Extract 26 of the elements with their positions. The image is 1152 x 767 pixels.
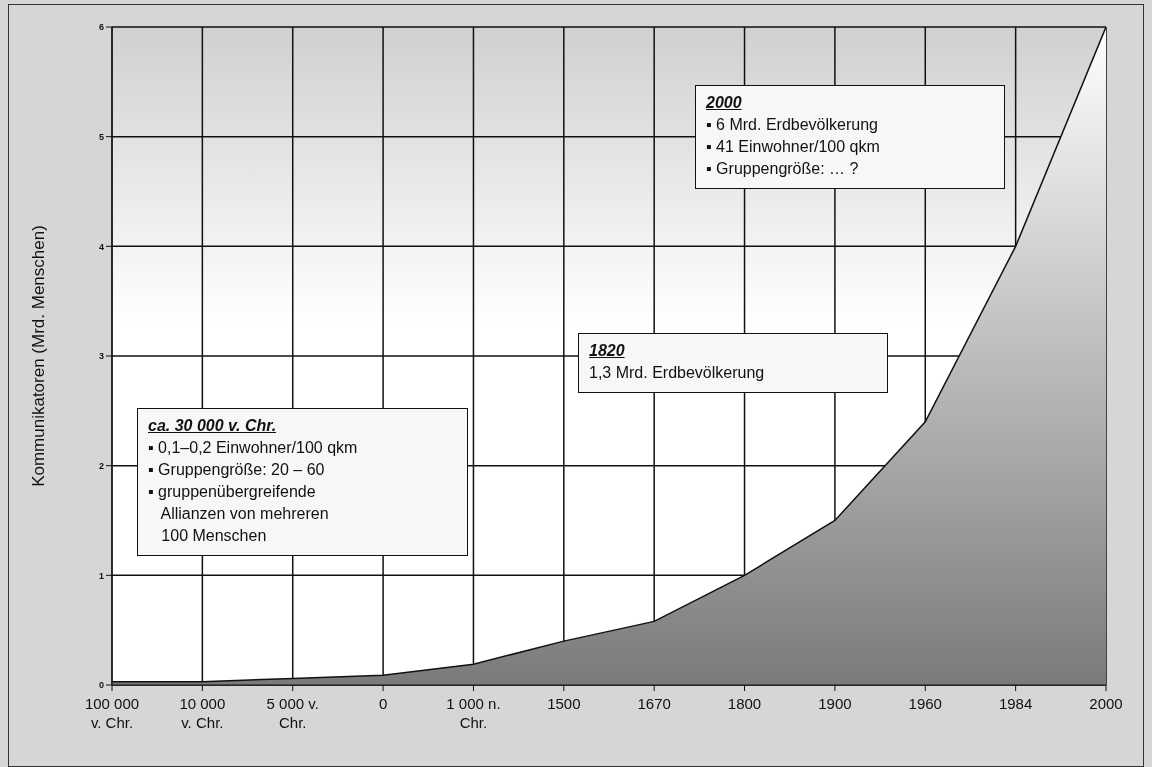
x-tick-label: 1800 — [727, 695, 762, 712]
x-tick-label: 100 000 v. Chr. — [84, 695, 140, 731]
y-tick-label: 3 — [98, 351, 104, 362]
x-tick-label: 1960 — [908, 695, 942, 712]
x-tick-label: 0 — [378, 695, 388, 712]
x-tick-label: 1 000 n. Chr. — [446, 695, 501, 731]
text-box: 1820 1,3 Mrd. Erdbevölkerung — [578, 333, 888, 393]
y-tick-label: 6 — [98, 22, 104, 33]
annotation: 1820 1,3 Mrd. Erdbevölkerung — [589, 341, 766, 383]
text-box: 2000 ▪ 6 Mrd. Erdbevölkerung ▪ 41 Einwohner/100 qkm ▪ Gruppengröße: … ? — [695, 85, 1005, 189]
y-tick-label: 5 — [98, 131, 104, 142]
x-tick-label: 1900 — [818, 695, 852, 712]
annotation: ca. 30 000 v. Chr. ▪ 0,1–0,2 Einwohner/100 qkm ▪ Gruppengröße: 20 – 60 ▪ gruppenübergreifende Allianzen von mehreren 100 Menschen — [148, 416, 359, 546]
y-tick-label: 2 — [98, 460, 104, 471]
y-tick-label: 1 — [98, 570, 104, 581]
x-tick-label: 10 000 v. Chr. — [179, 695, 226, 731]
y-tick-label: 0 — [98, 680, 104, 691]
x-tick-label: 1500 — [547, 695, 581, 712]
y-axis-title: Kommunikatoren (Mrd. Menschen) — [29, 225, 49, 487]
x-tick-label: 1670 — [637, 695, 671, 712]
x-tick-label: 1984 — [998, 695, 1033, 712]
text-box: ca. 30 000 v. Chr. ▪ 0,1–0,2 Einwohner/100 qkm ▪ Gruppengröße: 20 – 60 ▪ gruppenübergreifende Allianzen von mehreren 100 Menschen — [137, 408, 468, 556]
x-tick-label: 5 000 v. Chr. — [266, 695, 319, 731]
y-tick-label: 4 — [98, 241, 104, 252]
annotation: 2000 ▪ 6 Mrd. Erdbevölkerung ▪ 41 Einwohner/100 qkm ▪ Gruppengröße: … ? — [706, 93, 881, 179]
x-tick-label: 2000 — [1089, 695, 1123, 712]
